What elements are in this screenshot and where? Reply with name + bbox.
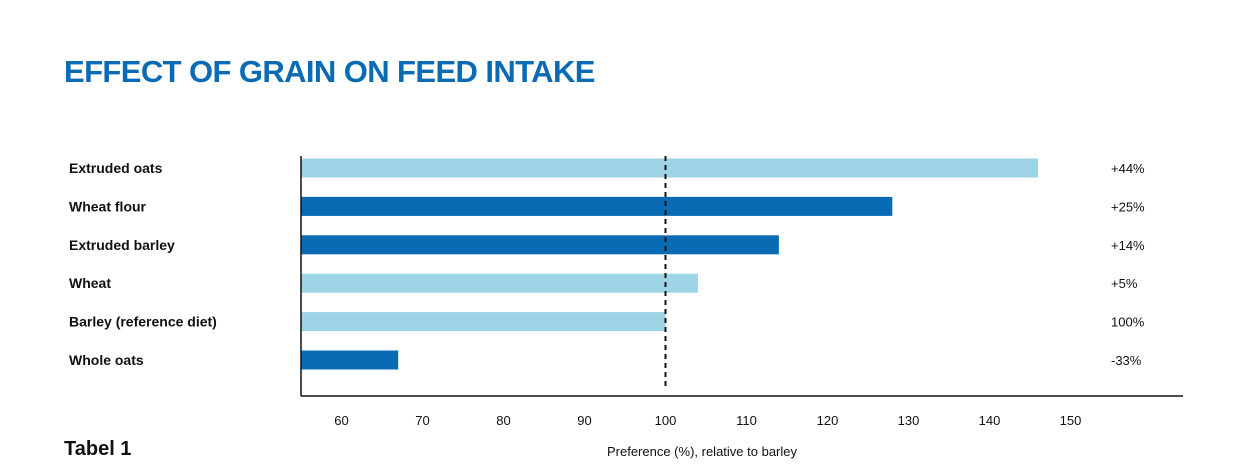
bar [301,350,399,370]
x-tick-label: 80 [496,413,510,428]
x-tick-label: 60 [334,413,348,428]
x-tick-labels: 60 70 80 90 100 110 120 130 140 150 [334,413,1081,428]
x-axis-title: Preference (%), relative to barley [607,444,798,459]
x-tick-label: 140 [979,413,1001,428]
category-label: Wheat flour [69,198,147,214]
bar [301,273,698,293]
category-label: Barley (reference diet) [69,314,217,330]
chart-title: EFFECT OF GRAIN ON FEED INTAKE [64,54,595,89]
category-label: Whole oats [69,352,144,368]
x-tick-label: 150 [1060,413,1082,428]
value-label: +44% [1111,161,1145,176]
bar [301,158,1039,178]
bar [301,196,893,216]
value-label: +14% [1111,238,1145,253]
value-labels: +44% +25% +14% +5% 100% -33% [1111,161,1145,368]
x-tick-label: 70 [415,413,429,428]
category-label: Wheat [69,275,111,291]
value-label: -33% [1111,353,1142,368]
bars [301,158,1039,370]
x-tick-label: 90 [577,413,591,428]
value-label: 100% [1111,315,1145,330]
category-labels: Extruded oats Wheat flour Extruded barley W… [69,160,217,368]
bar [301,312,666,332]
x-tick-label: 110 [736,413,757,428]
category-label: Extruded barley [69,237,175,253]
value-label: +25% [1111,199,1145,214]
x-tick-label: 130 [898,413,920,428]
bar [301,235,779,255]
value-label: +5% [1111,276,1138,291]
x-tick-label: 120 [817,413,839,428]
table-caption: Tabel 1 [64,438,132,460]
x-tick-label: 100 [655,413,677,428]
category-label: Extruded oats [69,160,163,176]
